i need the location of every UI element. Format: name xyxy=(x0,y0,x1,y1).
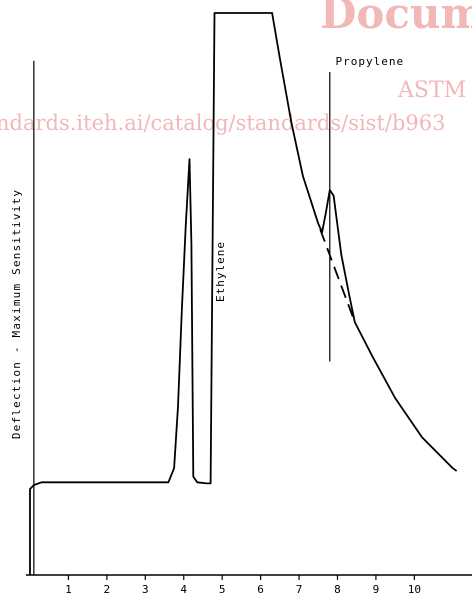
plot-area xyxy=(29,12,458,575)
peak-label-propylene: Propylene xyxy=(336,55,405,68)
axes: 1 2 3 4 5 6 7 8 9 10 Deflection - Maximum Sensiti… xyxy=(10,189,472,596)
watermark: Docum ASTM ndards.iteh.ai/catalog/standa… xyxy=(0,0,472,135)
peak-label-ethylene: Ethylene xyxy=(214,241,227,302)
annotations: Ethylene Propylene xyxy=(214,55,405,302)
chromatogram-trace xyxy=(29,12,458,575)
watermark-brand: Docum xyxy=(320,0,472,38)
x-tick-label: 2 xyxy=(104,583,111,596)
x-axis-ticks: 1 2 3 4 5 6 7 8 9 10 xyxy=(65,575,421,596)
x-tick-label: 4 xyxy=(180,583,187,596)
watermark-org: ASTM xyxy=(397,78,466,103)
x-tick-label: 10 xyxy=(408,583,421,596)
extrapolated-baseline xyxy=(319,229,356,323)
x-tick-label: 7 xyxy=(296,583,303,596)
x-tick-label: 8 xyxy=(334,583,341,596)
watermark-url: ndards.iteh.ai/catalog/standards/sist/b9… xyxy=(0,111,446,135)
x-tick-label: 9 xyxy=(373,583,380,596)
x-tick-label: 5 xyxy=(219,583,226,596)
y-axis-label: Deflection - Maximum Sensitivity xyxy=(10,189,23,439)
x-tick-label: 6 xyxy=(257,583,264,596)
x-tick-label: 1 xyxy=(65,583,72,596)
x-tick-label: 3 xyxy=(142,583,149,596)
